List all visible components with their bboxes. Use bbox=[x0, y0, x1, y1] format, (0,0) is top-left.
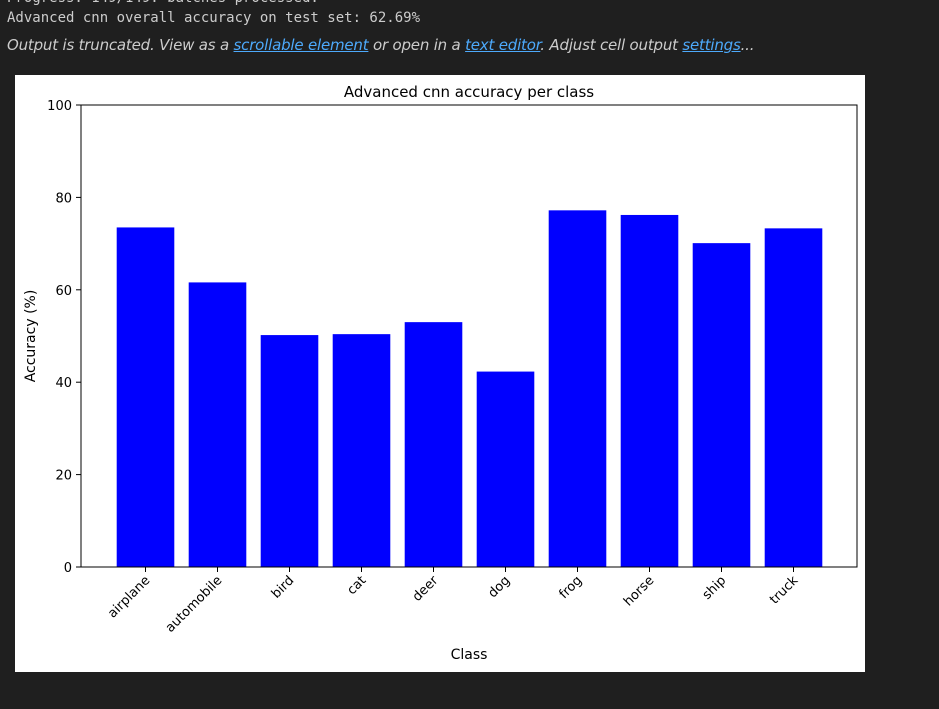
bars bbox=[116, 210, 823, 567]
x-tick-label-ship: ship bbox=[700, 573, 730, 603]
x-tick-label-frog: frog bbox=[556, 573, 585, 602]
bar-automobile bbox=[188, 282, 247, 567]
bar-chart: Advanced cnn accuracy per class 0 20 40 60 8… bbox=[23, 83, 858, 663]
plot-area-frame bbox=[80, 104, 858, 568]
x-tick-label-bird: bird bbox=[269, 573, 297, 601]
bar-frog bbox=[548, 210, 607, 567]
truncation-message: Output is truncated. View as a scrollabl… bbox=[7, 36, 755, 54]
x-axis-ticks: airplane automobile bird cat deer dog frog hors… bbox=[105, 567, 802, 636]
bar-truck bbox=[764, 228, 823, 567]
y-tick-label: 20 bbox=[55, 469, 72, 484]
bar-deer bbox=[404, 322, 463, 567]
accuracy-line: Advanced cnn overall accuracy on test se… bbox=[7, 10, 421, 26]
truncation-middle2: . Adjust cell output bbox=[540, 36, 683, 54]
truncation-suffix: ... bbox=[740, 36, 755, 54]
y-axis-label: Accuracy (%) bbox=[23, 290, 39, 383]
y-tick-label: 0 bbox=[64, 561, 72, 576]
bar-cat bbox=[332, 334, 391, 567]
bar-bird bbox=[260, 335, 319, 567]
x-tick-label-airplane: airplane bbox=[105, 573, 153, 621]
chart-figure: Advanced cnn accuracy per class 0 20 40 60 8… bbox=[15, 75, 865, 672]
y-tick-label: 60 bbox=[55, 284, 72, 299]
y-axis-ticks: 0 20 40 60 80 100 bbox=[47, 99, 81, 576]
scrollable-element-link[interactable]: scrollable element bbox=[233, 36, 369, 54]
x-tick-label-truck: truck bbox=[767, 573, 802, 608]
truncation-middle: or open in a bbox=[368, 36, 466, 54]
y-tick-label: 40 bbox=[55, 376, 72, 391]
bar-dog bbox=[476, 371, 535, 567]
bar-horse bbox=[620, 214, 679, 567]
x-axis-label: Class bbox=[451, 647, 488, 663]
x-tick-label-cat: cat bbox=[344, 573, 369, 598]
bar-ship bbox=[692, 243, 751, 567]
y-tick-label: 100 bbox=[47, 99, 72, 114]
y-tick-label: 80 bbox=[55, 191, 72, 206]
bar-airplane bbox=[116, 227, 175, 567]
x-tick-label-automobile: automobile bbox=[163, 573, 225, 635]
x-tick-label-horse: horse bbox=[621, 573, 657, 609]
progress-line: Progress: 149/149: batches processed. bbox=[7, 0, 319, 6]
x-tick-label-dog: dog bbox=[485, 573, 513, 601]
truncation-prefix: Output is truncated. View as a bbox=[7, 36, 234, 54]
settings-link[interactable]: settings bbox=[682, 36, 741, 54]
x-tick-label-deer: deer bbox=[410, 573, 442, 605]
text-editor-link[interactable]: text editor bbox=[465, 36, 541, 54]
chart-title: Advanced cnn accuracy per class bbox=[344, 83, 594, 101]
